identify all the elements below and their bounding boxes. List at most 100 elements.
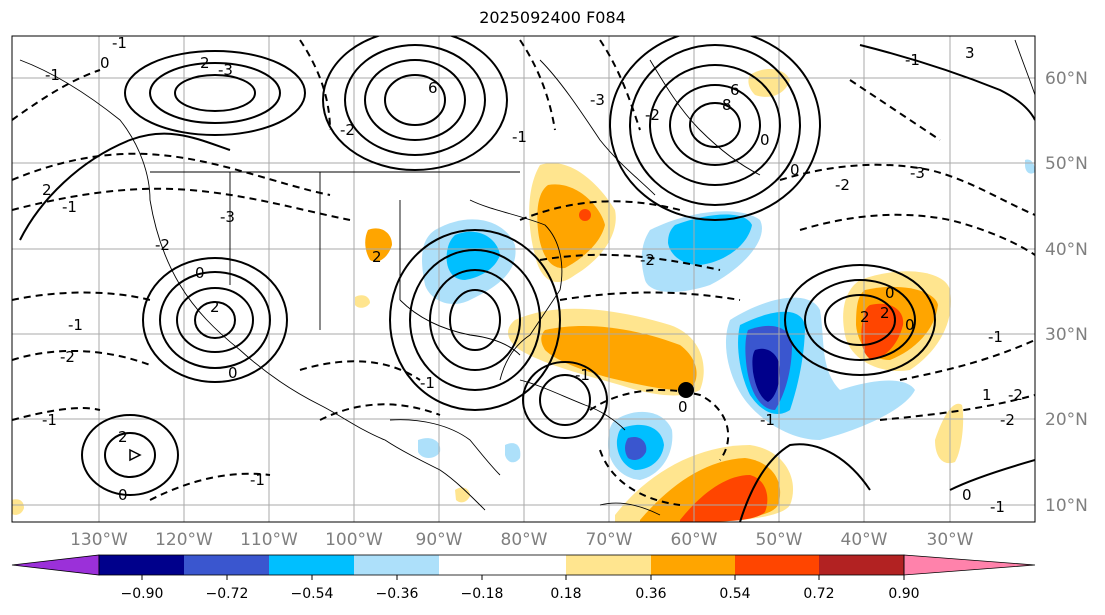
high-contour bbox=[104, 432, 156, 478]
colorbar-tick: 0.54 bbox=[719, 586, 750, 602]
negative-contour bbox=[589, 389, 730, 461]
contour-label: 0 bbox=[760, 131, 770, 149]
contour-label: 1 bbox=[982, 386, 992, 404]
high-contour bbox=[804, 279, 916, 361]
high-contour bbox=[409, 249, 541, 391]
negative-contour bbox=[12, 407, 101, 421]
colorbar-segment bbox=[99, 555, 184, 575]
colorbar-segment bbox=[651, 555, 735, 575]
contour-label: -1 bbox=[988, 328, 1003, 346]
contour-label: 2 bbox=[118, 428, 128, 446]
high-contour bbox=[142, 257, 288, 383]
contour-label: -1 bbox=[62, 198, 77, 216]
anomaly-hot-spot bbox=[579, 209, 591, 221]
high-contour bbox=[824, 294, 896, 346]
high-contour bbox=[629, 44, 801, 206]
contour-label: 3 bbox=[965, 44, 975, 62]
high-contour bbox=[384, 74, 446, 126]
contour-label: 0 bbox=[905, 316, 915, 334]
lon-label: 130°W bbox=[70, 530, 128, 550]
anomaly-cool-midatlantic-core bbox=[668, 214, 752, 265]
colorbar-tick: 0.18 bbox=[550, 586, 581, 602]
storm-center-marker bbox=[678, 382, 694, 398]
contour-label: -3 bbox=[220, 208, 235, 226]
lat-label: 20°N bbox=[1045, 410, 1088, 430]
contour-label: 2 bbox=[200, 54, 210, 72]
negative-contour bbox=[299, 39, 331, 131]
high-contour bbox=[159, 271, 271, 369]
contour-label: -2 bbox=[340, 121, 355, 139]
high-contour bbox=[429, 269, 521, 371]
high-contour bbox=[176, 287, 254, 353]
lon-label: 110°W bbox=[240, 530, 298, 550]
colorbar-tick: −0.18 bbox=[461, 586, 504, 602]
high-contour bbox=[194, 301, 236, 339]
colorbar: −0.90 −0.72 −0.54 −0.36 −0.18 0.18 0.36 … bbox=[11, 554, 1036, 602]
contour-label: 2 bbox=[880, 304, 890, 322]
colorbar-segment bbox=[184, 555, 269, 575]
contour-label: -2 bbox=[835, 176, 850, 194]
high-contour bbox=[149, 62, 281, 124]
anomaly-cool-patch-antilles bbox=[505, 443, 521, 463]
negative-contour bbox=[599, 39, 641, 131]
contour-label: 0 bbox=[195, 264, 205, 282]
lon-label: 40°W bbox=[841, 530, 888, 550]
lon-label: 120°W bbox=[155, 530, 213, 550]
colorbar-tick: 0.72 bbox=[803, 586, 834, 602]
colorbar-segment bbox=[819, 555, 904, 575]
colorbar-tick: −0.54 bbox=[291, 586, 334, 602]
anomaly-warm-patch-plains bbox=[365, 228, 392, 262]
negative-contour bbox=[899, 339, 1035, 381]
anomaly-cool-caribbean-center bbox=[625, 436, 647, 460]
anomaly-warm-tropical-core bbox=[680, 475, 768, 522]
high-contour bbox=[124, 50, 306, 136]
negative-contour bbox=[599, 449, 681, 506]
contours-dashed bbox=[12, 39, 1035, 506]
lat-label: 10°N bbox=[1045, 496, 1088, 516]
contour-label: -1 bbox=[42, 411, 57, 429]
lon-label: 80°W bbox=[501, 530, 548, 550]
contour-label: -1 bbox=[575, 366, 590, 384]
negative-contour bbox=[849, 79, 941, 141]
contour-label: -1 bbox=[420, 374, 435, 392]
trough-contour bbox=[739, 443, 871, 522]
high-contour bbox=[539, 374, 591, 426]
high-contour bbox=[364, 59, 466, 141]
high-contour bbox=[609, 36, 821, 221]
contour-label: -1 bbox=[45, 66, 60, 84]
contour-label: -2 bbox=[60, 348, 75, 366]
anomaly-warm-patch-westedge bbox=[12, 499, 24, 515]
negative-contour bbox=[12, 187, 351, 221]
anomaly-warm-dipole-core bbox=[861, 303, 904, 360]
contour-label: 0 bbox=[678, 398, 688, 416]
ridge-contour bbox=[19, 132, 231, 241]
high-contour bbox=[174, 74, 256, 112]
high-contour bbox=[649, 64, 781, 186]
high-contour bbox=[522, 361, 608, 439]
contour-label: 0 bbox=[118, 486, 128, 504]
lon-label: 100°W bbox=[325, 530, 383, 550]
negative-contour bbox=[879, 394, 1035, 421]
latitude-labels: 60°N 50°N 40°N 30°N 20°N 10°N bbox=[1045, 69, 1088, 516]
contour-label: 2 bbox=[372, 248, 382, 266]
colorbar-segment bbox=[354, 555, 439, 575]
lon-label: 30°W bbox=[927, 530, 974, 550]
low-center-symbol bbox=[129, 448, 142, 462]
contour-label: 6 bbox=[428, 79, 438, 97]
contour-label: 2 bbox=[42, 181, 52, 199]
contour-label: -2 bbox=[1008, 386, 1023, 404]
contour-label: 2 bbox=[860, 308, 870, 326]
high-contour bbox=[689, 102, 741, 148]
colorbar-segment bbox=[439, 555, 566, 575]
contour-label: -1 bbox=[990, 498, 1005, 516]
anomaly-warm-patch-mexico bbox=[355, 295, 370, 308]
colorbar-segment bbox=[269, 555, 354, 575]
contour-label: 2 bbox=[210, 298, 220, 316]
negative-contour bbox=[12, 69, 101, 121]
high-contour bbox=[81, 414, 179, 496]
colorbar-segment bbox=[735, 555, 819, 575]
anomaly-cool-greatlakes-core bbox=[446, 231, 500, 280]
lon-label: 90°W bbox=[416, 530, 463, 550]
negative-contour bbox=[319, 403, 441, 421]
